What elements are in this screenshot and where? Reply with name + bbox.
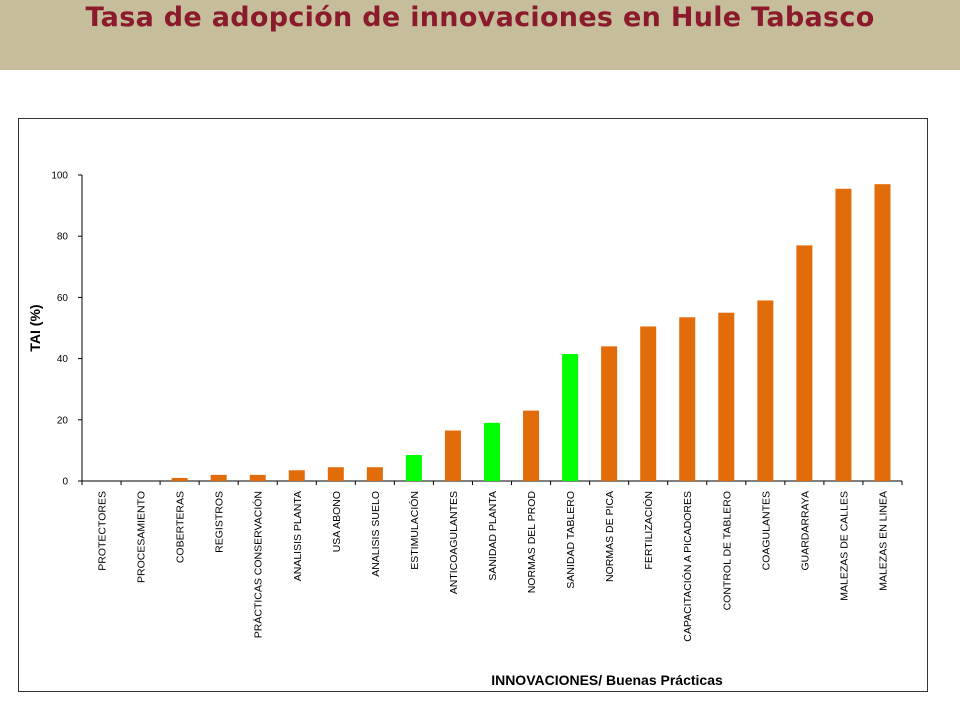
bar [523, 410, 540, 481]
bar [366, 467, 383, 481]
bar [796, 245, 813, 481]
bar [249, 474, 266, 481]
x-ticks [81, 481, 903, 485]
bar [210, 474, 227, 481]
category-label: COBERTERAS [175, 491, 187, 563]
bars [171, 184, 891, 481]
category-label: GUARDARRAYA [799, 491, 811, 571]
bar [288, 470, 305, 481]
category-label: PRÁCTICAS CONSERVACIÓN [252, 491, 265, 638]
category-label: ANALISIS PLANTA [292, 491, 304, 581]
category-label: CAPACITACIÓN A PICADORES [681, 491, 694, 642]
category-label: MALEZAS DE CALLES [838, 491, 850, 601]
category-label: NORMAS DEL PROD [526, 491, 538, 594]
category-label: FERTILIZACIÓN [642, 491, 655, 570]
bar [484, 422, 500, 481]
y-tick-label: 20 [57, 415, 69, 426]
category-label: REGISTROS [214, 491, 226, 553]
category-label: PROCESAMIENTO [136, 491, 148, 583]
bar [835, 188, 852, 481]
y-tick-label: 80 [57, 232, 69, 243]
bar [679, 317, 696, 481]
category-labels: PROTECTORES PROCESAMIENTO COBERTERAS REGIST… [97, 491, 890, 642]
bar [444, 430, 461, 481]
bar [405, 454, 422, 481]
category-label: PROTECTORES [97, 491, 109, 571]
category-label: MALEZAS EN LINEA [877, 491, 889, 591]
x-axis-title: INNOVACIONES/ Buenas Prácticas [491, 672, 723, 688]
slide-title: Tasa de adopción de innovaciones en Hule… [85, 2, 875, 33]
title-band: Tasa de adopción de innovaciones en Hule… [0, 0, 960, 70]
bar [757, 300, 774, 481]
category-label: COAGULANTES [760, 491, 772, 570]
y-axis-title: TAI (%) [27, 304, 43, 351]
category-label: USA ABONO [331, 491, 343, 552]
bar [601, 346, 618, 481]
bar [718, 312, 735, 481]
chart-frame [18, 118, 928, 692]
bar [562, 354, 579, 481]
bar [874, 184, 891, 481]
y-ticks: 0 20 40 60 80 100 [51, 171, 82, 488]
y-tick-label: 100 [51, 171, 68, 182]
bar [171, 477, 188, 481]
category-label: ESTIMULACIÓN [408, 491, 421, 570]
category-label: SANIDAD PLANTA [487, 491, 499, 581]
y-tick-label: 40 [57, 354, 69, 365]
category-label: ANTICOAGULANTES [448, 491, 460, 594]
category-label: NORMAS DE PICA [604, 491, 616, 582]
bar [640, 326, 657, 481]
category-label: CONTROL DE TABLERO [721, 491, 733, 610]
bar [327, 467, 344, 481]
y-tick-label: 60 [57, 293, 69, 304]
category-label: ANALISIS SUELO [370, 491, 382, 577]
y-tick-label: 0 [62, 477, 68, 488]
category-label: SANIDAD TABLERO [565, 491, 577, 589]
